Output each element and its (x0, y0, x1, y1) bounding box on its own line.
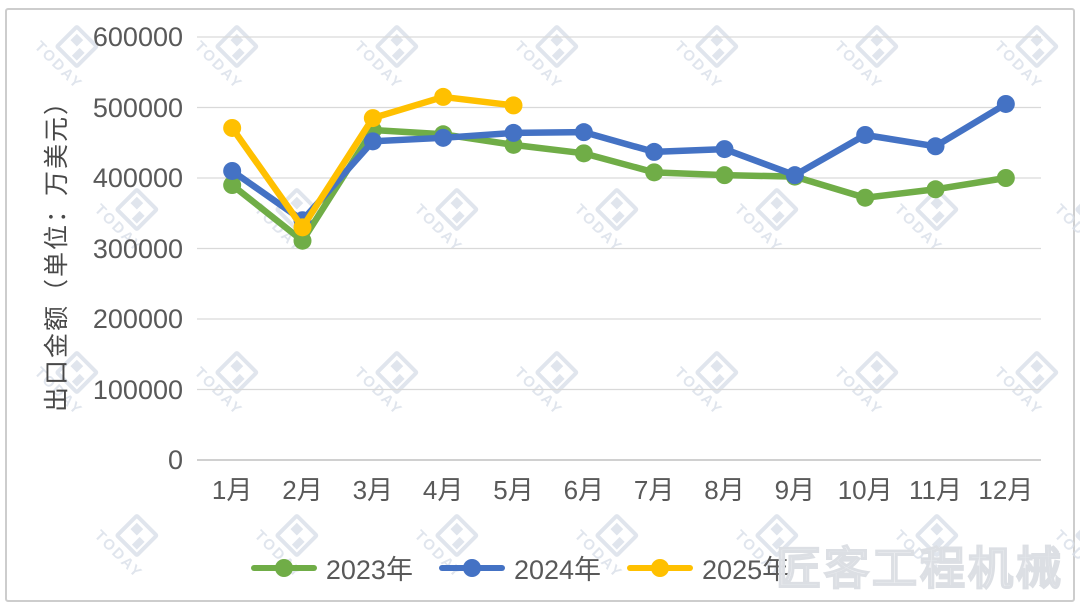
y-tick-label: 600000 (92, 22, 183, 52)
data-point-2025年 (504, 96, 523, 115)
legend-line-marker-icon (250, 558, 317, 577)
legend-dot-icon (274, 558, 293, 577)
x-tick-label: 12月 (978, 475, 1034, 505)
data-point-2023年 (996, 169, 1015, 187)
data-point-2024年 (363, 132, 382, 151)
legend-label: 2023年 (325, 555, 413, 585)
legend-item-2023: 2023年 (250, 548, 413, 587)
data-point-2023年 (715, 166, 734, 185)
data-point-2023年 (645, 163, 664, 182)
data-point-2025年 (293, 218, 312, 237)
x-tick-label: 6月 (563, 475, 605, 505)
data-point-2024年 (926, 137, 945, 156)
data-point-2024年 (574, 123, 593, 142)
y-tick-label: 0 (167, 445, 183, 475)
legend-label: 2025年 (702, 555, 790, 585)
data-point-2024年 (434, 128, 453, 147)
legend-dot-icon (651, 558, 670, 577)
data-point-2024年 (996, 94, 1015, 113)
y-axis-title: 出口金额（单位：万美元） (43, 88, 71, 413)
legend-line-marker-icon (438, 558, 505, 577)
x-tick-label: 9月 (774, 475, 816, 505)
data-point-2023年 (926, 180, 945, 199)
legend-line-marker-icon (627, 558, 694, 577)
x-tick-label: 10月 (837, 475, 893, 505)
series-line-2024年 (228, 100, 1010, 224)
data-point-2024年 (645, 142, 664, 161)
x-tick-label: 5月 (493, 475, 534, 505)
data-point-2024年 (223, 161, 242, 180)
series-line-2023年 (228, 126, 1010, 244)
x-tick-label: 2月 (282, 475, 323, 505)
x-tick-label: 7月 (633, 475, 675, 505)
data-point-2023年 (223, 176, 242, 195)
data-point-2023年 (856, 188, 875, 207)
data-point-2024年 (785, 166, 804, 185)
data-point-2025年 (363, 109, 382, 128)
x-tick-label: 11月 (909, 475, 962, 505)
legend-dot-icon (462, 558, 481, 577)
legend-label: 2024年 (513, 555, 602, 585)
x-tick-label: 1月 (211, 475, 253, 505)
data-point-2023年 (293, 231, 312, 250)
data-point-2024年 (504, 123, 523, 142)
legend-item-2024: 2024年 (438, 548, 602, 587)
y-tick-label: 300000 (92, 233, 183, 264)
x-tick-label: 4月 (422, 475, 464, 505)
y-tick-label: 100000 (92, 374, 183, 405)
data-point-2024年 (715, 140, 734, 159)
y-tick-label: 200000 (92, 304, 183, 334)
data-point-2024年 (856, 125, 875, 144)
legend-item-2025: 2025年 (627, 548, 789, 587)
y-tick-label: 400000 (92, 163, 183, 193)
legend: 2023年 2024年 2025年 (0, 548, 1040, 587)
data-point-2023年 (574, 144, 593, 163)
y-tick-label: 500000 (92, 92, 183, 123)
x-tick-label: 3月 (352, 475, 394, 505)
x-tick-label: 8月 (704, 475, 745, 505)
data-point-2025年 (434, 87, 453, 106)
brand-watermark-text: 匠客工程机械 (775, 542, 1064, 595)
data-point-2025年 (223, 118, 242, 137)
